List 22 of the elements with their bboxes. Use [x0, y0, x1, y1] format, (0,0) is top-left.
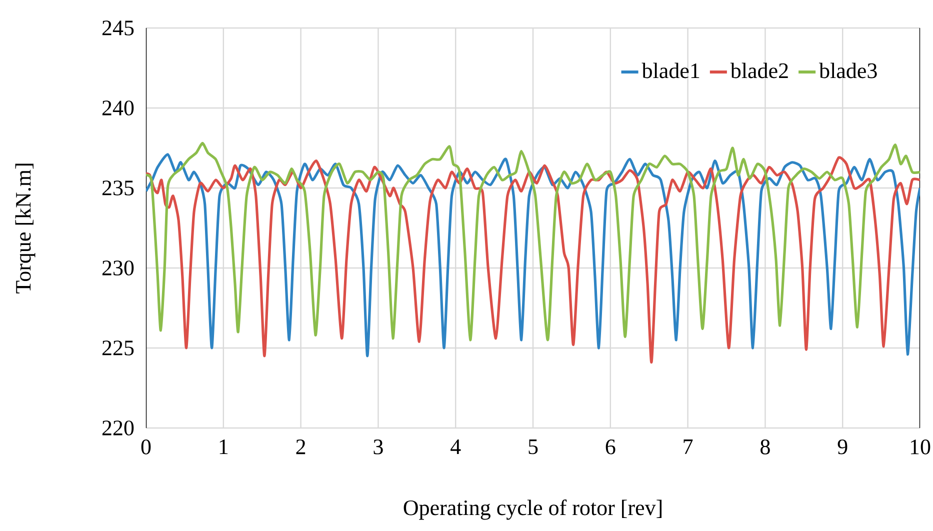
legend-label: blade3	[819, 62, 877, 78]
y-axis-title: Torque [kN.m]	[15, 164, 36, 294]
y-tick-label: 235	[102, 180, 134, 196]
y-tick-label: 245	[102, 20, 134, 36]
x-tick-label: 7	[684, 440, 693, 454]
y-tick-label: 240	[102, 100, 134, 116]
x-tick-label: 5	[528, 440, 538, 454]
x-tick-label: 8	[760, 440, 770, 454]
y-tick-label: 230	[102, 260, 134, 276]
legend-label: blade1	[642, 62, 700, 78]
x-tick-label: 10	[910, 440, 930, 454]
x-tick-label: 9	[838, 440, 848, 454]
x-axis-title: Operating cycle of rotor [rev]	[404, 500, 662, 520]
y-tick-label: 220	[102, 420, 134, 436]
legend-label: blade2	[730, 62, 788, 78]
x-tick-label: 1	[220, 440, 228, 454]
y-tick-label: 225	[102, 340, 134, 356]
x-tick-label: 4	[450, 440, 461, 454]
x-tick-label: 0	[141, 440, 151, 454]
x-tick-label: 2	[296, 440, 306, 454]
x-tick-label: 6	[606, 440, 616, 454]
x-tick-label: 3	[374, 440, 383, 454]
